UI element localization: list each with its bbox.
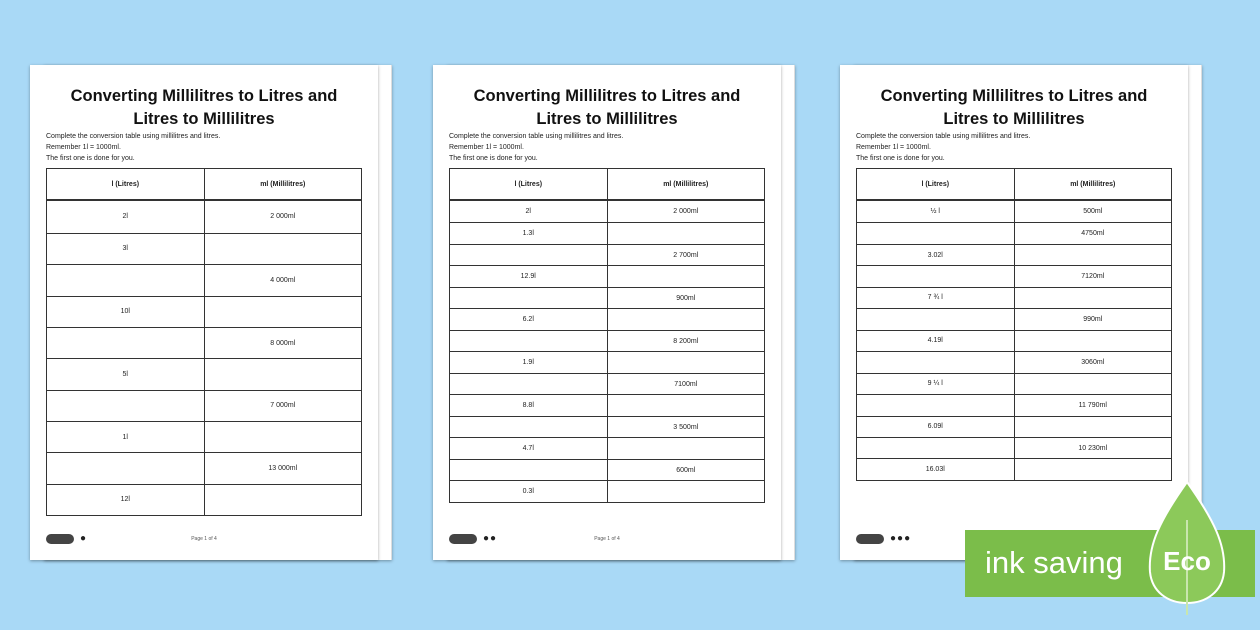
table-row: 7100ml [449, 372, 765, 396]
worksheet: Converting Millilitres to Litres and Lit… [840, 65, 1188, 560]
dot: ● [80, 533, 88, 544]
table-row: 2l 2 000ml [46, 199, 362, 234]
table-row: 8 200ml [449, 329, 765, 353]
dot: ● [490, 533, 498, 544]
table-row: 3060ml [856, 351, 1172, 374]
worksheet-title: Converting Millilitres to Litres and Lit… [70, 87, 338, 128]
level-dots: ● [80, 533, 88, 544]
dot: ● [483, 533, 491, 544]
level-dots: ●●● [890, 533, 912, 544]
table-row: 2l 2 000ml [449, 199, 765, 224]
table-row: 16.03l [856, 458, 1172, 481]
table-row: 4 000ml [46, 264, 362, 297]
instruction: Remember 1l = 1000ml. [449, 144, 524, 151]
table-row: 1.9l [449, 351, 765, 374]
table-row: 0.3l [449, 480, 765, 503]
table-row: 11 790ml [856, 394, 1172, 417]
table-row: ½ l 500ml [856, 199, 1172, 224]
header-row: l (Litres) ml (Millilitres) [449, 168, 765, 201]
dot: ● [890, 533, 898, 544]
column-header: ml (Millilitres) [203, 168, 362, 201]
column-header: ml (Millilitres) [1013, 168, 1172, 201]
table-row: 600ml [449, 458, 765, 482]
column-header: l (Litres) [46, 168, 205, 201]
conversion-table: l (Litres) ml (Millilitres) 2l 2 000ml 3l 4 0… [46, 168, 362, 517]
column-header: ml (Millilitres) [606, 168, 765, 201]
instruction: Remember 1l = 1000ml. [46, 144, 121, 151]
table-cell: 12l [46, 483, 205, 517]
instruction: Remember 1l = 1000ml. [856, 144, 931, 151]
table-cell: 3l [46, 232, 205, 266]
column-header: l (Litres) [856, 168, 1015, 201]
table-cell: 2l [449, 199, 608, 224]
table-row: 7 ¾ l [856, 286, 1172, 310]
worksheet: Converting Millilitres to Litres and Lit… [433, 65, 781, 560]
level-dots: ●● [483, 533, 498, 544]
header-row: l (Litres) ml (Millilitres) [46, 168, 362, 201]
worksheet-title: Converting Millilitres to Litres and Lit… [880, 87, 1148, 128]
page-footer: Page 1 of 4 [594, 536, 620, 542]
logo [449, 534, 477, 544]
table-row: 12.9l [449, 265, 765, 288]
column-header: l (Litres) [449, 168, 608, 201]
table-cell [203, 295, 362, 328]
worksheet: Converting Millilitres to Litres and Lit… [30, 65, 378, 560]
dot: ● [897, 533, 905, 544]
conversion-table: l (Litres) ml (Millilitres) ½ l 500ml 4750ml… [856, 168, 1172, 481]
dot: ● [904, 533, 912, 544]
table-cell: 10 230ml [1013, 436, 1172, 460]
instruction: The first one is done for you. [449, 155, 538, 162]
worksheet-title: Converting Millilitres to Litres and Lit… [473, 87, 741, 128]
table-row: 10l [46, 295, 362, 328]
table-cell: 13 000ml [203, 452, 362, 485]
table-cell [203, 358, 362, 391]
table-row: 3.02l [856, 243, 1172, 267]
table-cell: 2 000ml [606, 199, 765, 224]
logo [46, 534, 74, 544]
instruction: The first one is done for you. [46, 155, 135, 162]
table-cell: 0.3l [449, 480, 608, 503]
table-row: 900ml [449, 286, 765, 310]
conversion-table: l (Litres) ml (Millilitres) 2l 2 000ml 1.3l 2… [449, 168, 765, 503]
logo [856, 534, 884, 544]
badge-label: Eco [1163, 546, 1211, 576]
instruction: The first one is done for you. [856, 155, 945, 162]
table-row: 3 500ml [449, 415, 765, 439]
table-row: 12l [46, 483, 362, 517]
instruction: Complete the conversion table using mill… [856, 133, 1031, 140]
table-cell [606, 480, 765, 503]
instruction: Complete the conversion table using mill… [46, 133, 221, 140]
table-row: 1.3l [449, 222, 765, 245]
table-row: 13 000ml [46, 452, 362, 485]
table-row: 10 230ml [856, 436, 1172, 460]
table-cell [1013, 458, 1172, 481]
instruction: Complete the conversion table using mill… [449, 133, 624, 140]
page-footer: Page 1 of 4 [191, 536, 217, 542]
table-cell [203, 483, 362, 517]
table-row: 990ml [856, 308, 1172, 331]
badge-text: ink saving [985, 545, 1123, 580]
table-cell [203, 420, 362, 454]
table-cell [46, 452, 205, 485]
table-row: 1l [46, 420, 362, 454]
header-row: l (Litres) ml (Millilitres) [856, 168, 1172, 201]
